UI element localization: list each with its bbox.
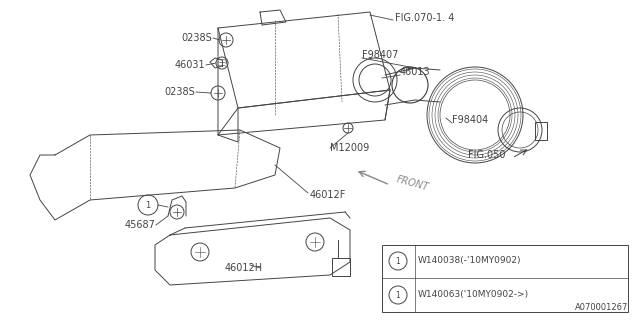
Text: A070001267: A070001267 — [575, 303, 628, 313]
Text: 46031: 46031 — [174, 60, 205, 70]
Text: 1: 1 — [396, 291, 401, 300]
Text: FIG.050: FIG.050 — [468, 150, 506, 160]
Text: 46013: 46013 — [400, 67, 431, 77]
Text: 1: 1 — [396, 257, 401, 266]
Bar — [382, 245, 628, 312]
Text: W140038(-'10MY0902): W140038(-'10MY0902) — [418, 257, 522, 266]
Text: 46012F: 46012F — [310, 190, 346, 200]
Text: M12009: M12009 — [330, 143, 369, 153]
Bar — [535, 122, 547, 140]
Text: W140063('10MY0902->): W140063('10MY0902->) — [418, 291, 529, 300]
Text: FIG.070-1. 4: FIG.070-1. 4 — [395, 13, 454, 23]
Text: 46012H: 46012H — [225, 263, 263, 273]
Text: FRONT: FRONT — [395, 174, 429, 192]
Text: 0238S: 0238S — [181, 33, 212, 43]
Text: F98404: F98404 — [452, 115, 488, 125]
Bar — [332, 258, 350, 276]
Text: 45687: 45687 — [124, 220, 155, 230]
Text: 0238S: 0238S — [164, 87, 195, 97]
Text: 1: 1 — [145, 201, 150, 210]
Text: F98407: F98407 — [362, 50, 398, 60]
